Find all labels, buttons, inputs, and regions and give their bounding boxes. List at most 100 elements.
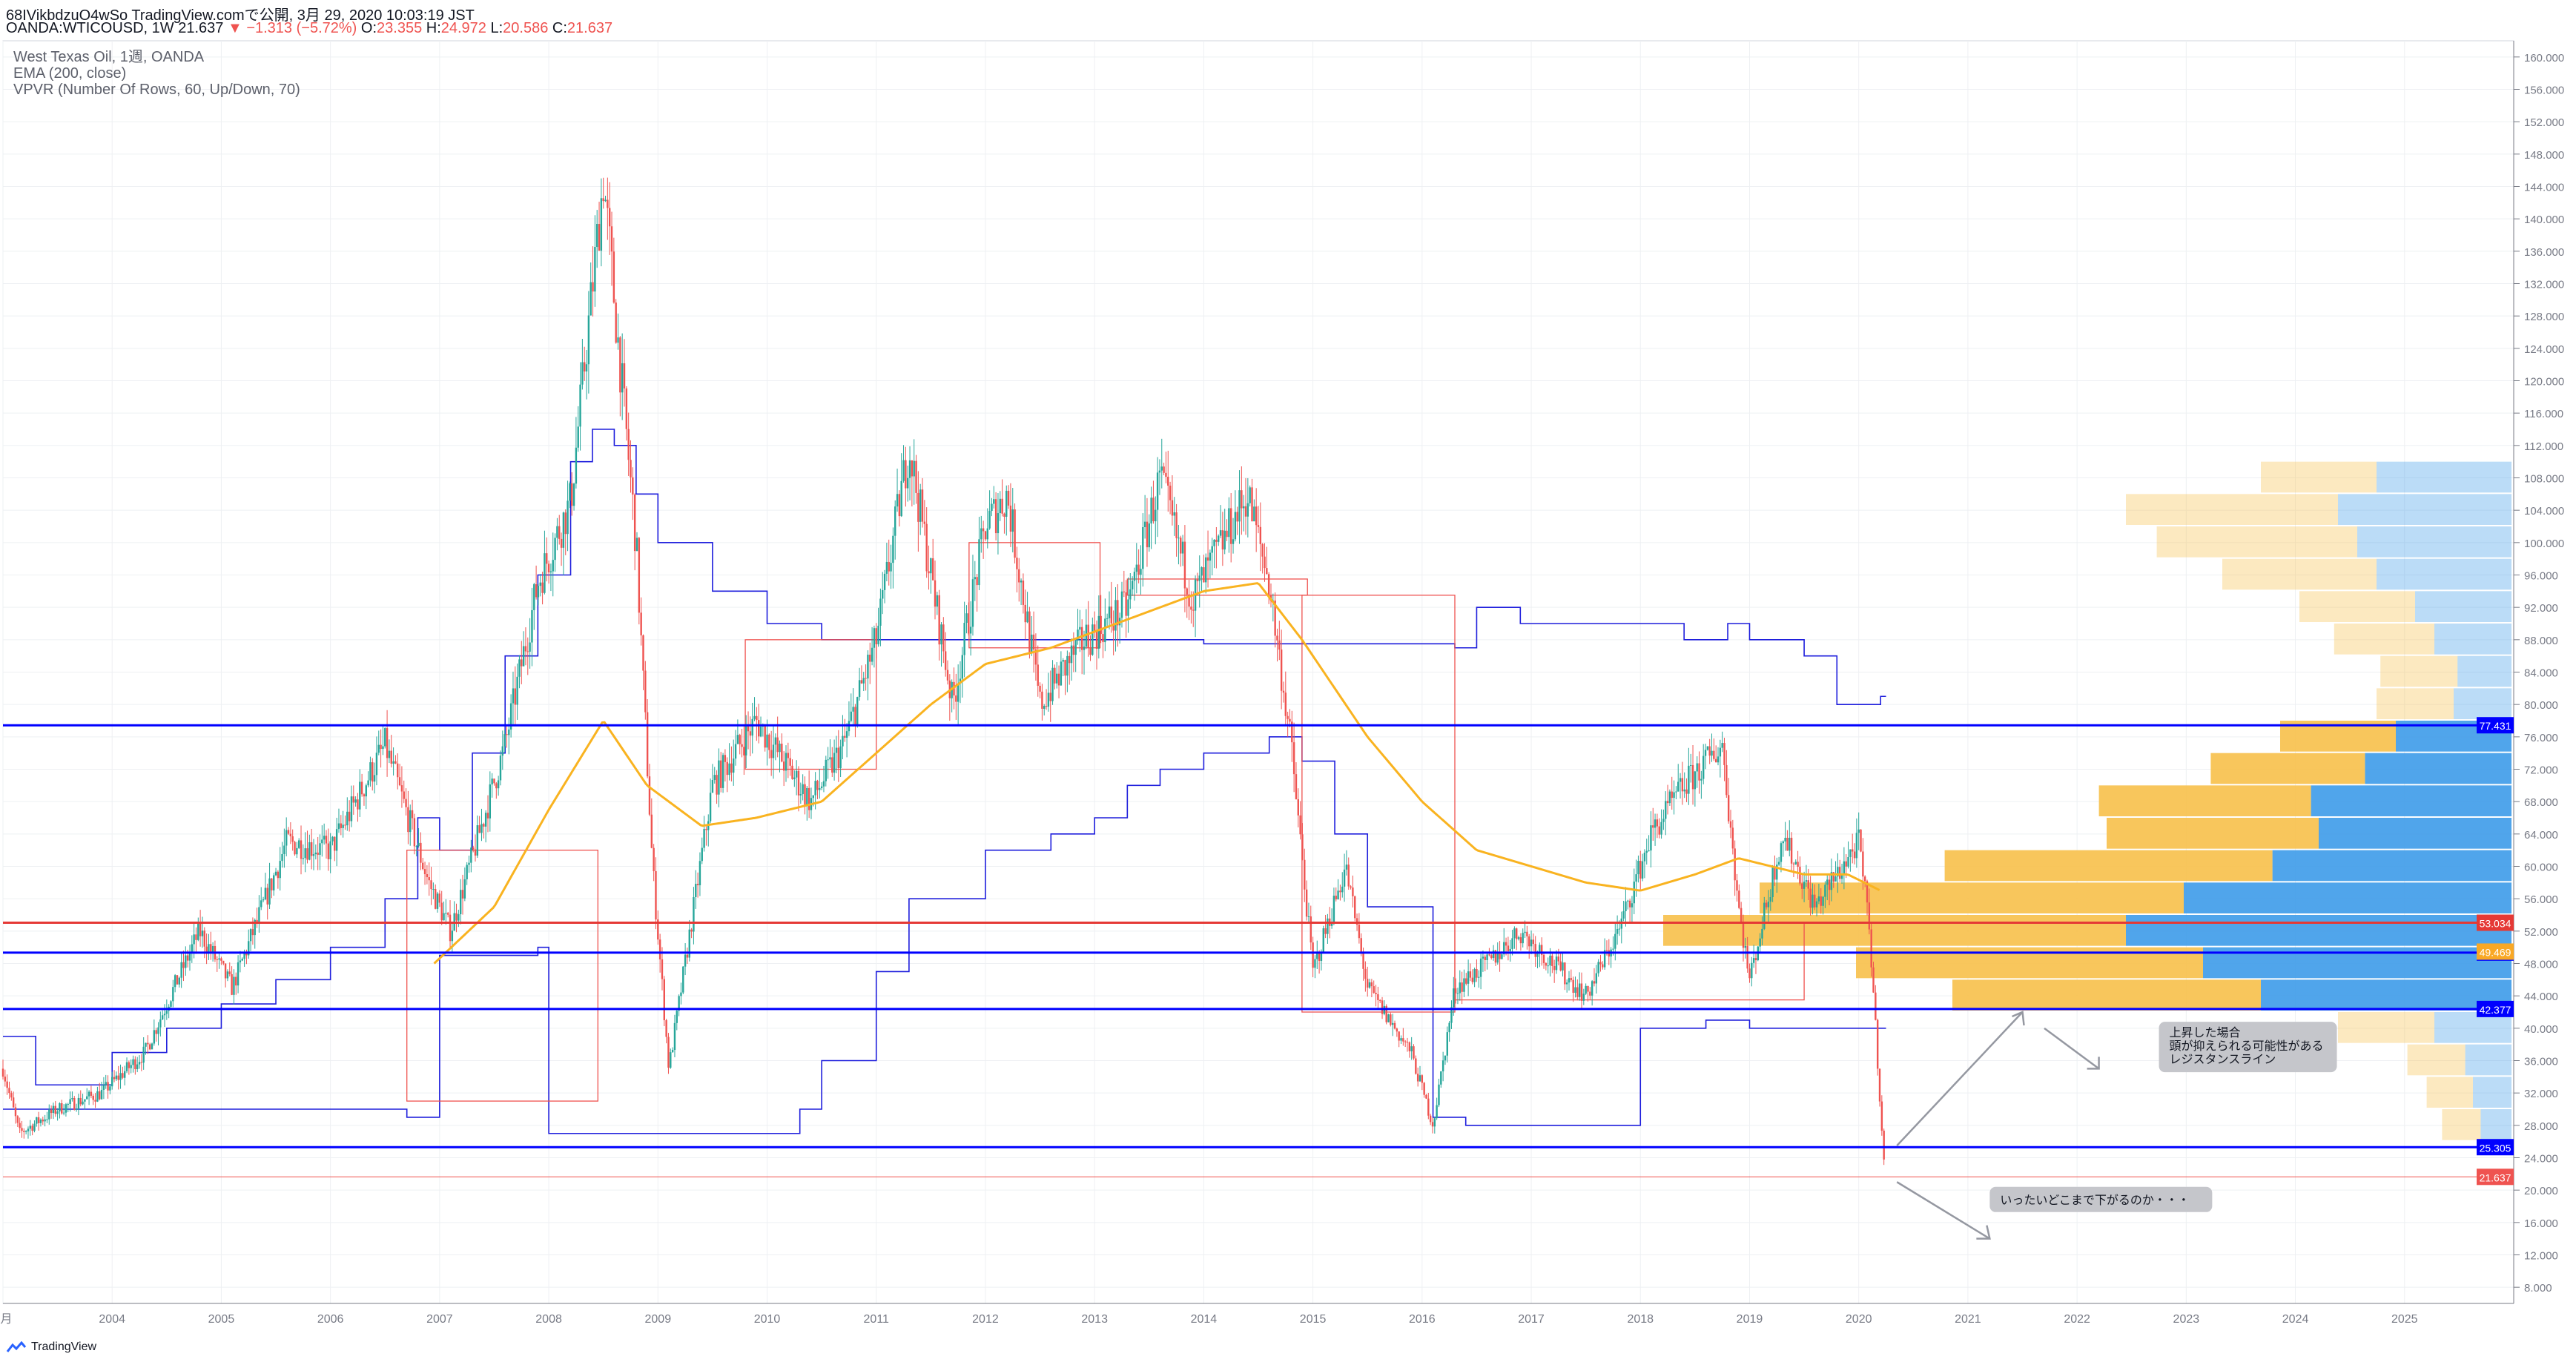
candle-body (734, 744, 737, 759)
y-tick-label: 160.000 (2524, 52, 2564, 65)
candle-body (1551, 955, 1553, 966)
price-label-text: 42.377 (2480, 1004, 2511, 1016)
candle-body (1246, 503, 1249, 517)
candle-body (33, 1123, 36, 1131)
candle-body (1060, 661, 1063, 686)
candle-body (37, 1117, 40, 1123)
candle-body (1009, 505, 1012, 532)
candle-body (814, 781, 816, 796)
candle-body (1129, 589, 1132, 600)
candle-body (1320, 952, 1323, 961)
candle-body (6, 1081, 8, 1088)
legend-symbol[interactable]: West Texas Oil, 1週, OANDA (13, 49, 205, 65)
candle-body (696, 884, 699, 885)
candle-body (1671, 791, 1673, 799)
candle-body (413, 818, 416, 847)
candle-body (1292, 742, 1295, 775)
candle-body (982, 528, 985, 532)
volume-bar-up (2261, 461, 2377, 493)
candle-body (617, 337, 619, 343)
candle-body (638, 538, 641, 613)
candle-body (730, 763, 733, 773)
y-tick-label: 76.000 (2524, 732, 2558, 744)
candle-body (1385, 1005, 1387, 1022)
legend-ema[interactable]: EMA (200, close) (13, 65, 127, 82)
symbol-label[interactable]: OANDA:WTICOUSD, 1W 21.637 (6, 20, 224, 36)
candle-body (1209, 552, 1212, 561)
candle-body (1203, 567, 1205, 583)
candle-body (417, 842, 420, 847)
candle-body (699, 861, 701, 885)
candle-body (397, 763, 399, 778)
candle-body (957, 683, 960, 702)
candle-body (497, 780, 500, 789)
volume-bar-up (2210, 753, 2365, 784)
annotation-box (2159, 1022, 2337, 1073)
price-label-text: 25.305 (2480, 1142, 2511, 1154)
candle-body (138, 1062, 141, 1065)
candle-body (653, 847, 655, 871)
y-tick-label: 132.000 (2524, 279, 2564, 291)
candle-body (1505, 942, 1507, 946)
y-tick-label: 104.000 (2524, 505, 2564, 518)
volume-bar-up (1952, 979, 2261, 1011)
candle-body (633, 494, 636, 552)
candle-body (1305, 889, 1308, 917)
candle-body (1880, 1101, 1883, 1131)
candle-body (585, 364, 588, 372)
candle-body (871, 647, 873, 662)
candle-body (205, 946, 208, 953)
candle-body (21, 1128, 23, 1131)
candle-body (1347, 865, 1350, 887)
indicator-legend: West Texas Oil, 1週, OANDA EMA (200, clos… (13, 49, 300, 98)
volume-bar-down (2480, 1109, 2511, 1140)
candle-body (1849, 849, 1852, 857)
candle-body (594, 247, 596, 292)
candle-body (1093, 624, 1096, 631)
candle-body (833, 753, 836, 773)
y-tick-label: 128.000 (2524, 311, 2564, 323)
candle-body (1079, 627, 1081, 630)
candle-body (335, 829, 338, 851)
close-label: C: (552, 20, 567, 36)
candle-body (670, 1052, 672, 1068)
candle-body (508, 729, 510, 735)
candle-body (1786, 837, 1789, 851)
candle-body (854, 707, 856, 725)
candle-body (1031, 634, 1033, 653)
price-label-box (2477, 1139, 2514, 1156)
candle-body (1083, 647, 1086, 650)
candle-body (54, 1105, 56, 1114)
candle-body (1219, 530, 1222, 536)
y-tick-label: 136.000 (2524, 246, 2564, 259)
candle-body (644, 670, 647, 713)
candle-body (458, 914, 460, 921)
footer-brand[interactable]: TradingView (6, 1340, 96, 1354)
candle-body (655, 870, 657, 920)
candle-body (759, 726, 762, 737)
candle-body (1559, 961, 1562, 971)
legend-vpvr[interactable]: VPVR (Number Of Rows, 60, Up/Down, 70) (13, 82, 300, 98)
candle-body (1511, 938, 1513, 949)
candle-body (268, 878, 271, 905)
x-tick-label: 2006 (317, 1313, 344, 1326)
x-tick-label: 2月 (0, 1313, 12, 1326)
volume-bar-down (2457, 655, 2511, 687)
candle-body (571, 483, 573, 506)
candle-body (930, 558, 932, 574)
candle-body (1454, 988, 1457, 994)
candle-body (564, 512, 567, 535)
y-tick-label: 44.000 (2524, 991, 2558, 1003)
candle-body (1436, 1105, 1438, 1119)
candle-body (934, 580, 937, 607)
y-tick-label: 8.000 (2524, 1282, 2552, 1295)
candle-body (1496, 952, 1499, 963)
candle-body (1602, 964, 1604, 968)
candle-body (1857, 829, 1860, 833)
candle-body (73, 1098, 76, 1110)
candle-body (1291, 721, 1293, 743)
candle-body (1700, 778, 1703, 781)
candle-body (145, 1042, 147, 1047)
y-tick-label: 156.000 (2524, 85, 2564, 97)
